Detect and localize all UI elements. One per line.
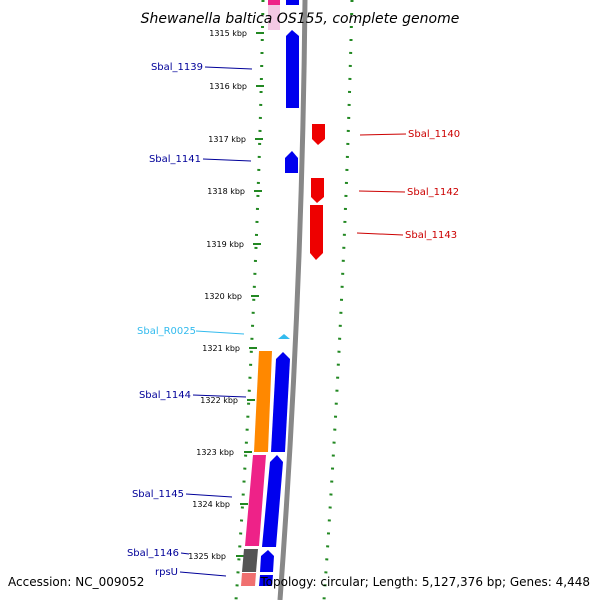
gene-sbal-1139[interactable]	[286, 0, 299, 5]
gene-label-sbal-1142[interactable]: Sbal_1142	[407, 187, 459, 198]
leader-line-rna	[195, 330, 245, 335]
gene-sbal-1146[interactable]	[260, 550, 274, 572]
gene-sbal-1145[interactable]	[262, 455, 283, 547]
tick-label: 1322 kbp	[200, 396, 238, 405]
tick-marks	[236, 32, 264, 557]
leader-line	[185, 493, 233, 498]
leader-line	[192, 394, 247, 398]
gene-sbal-1144[interactable]	[271, 352, 290, 452]
genome-backbone	[277, 0, 308, 600]
map-title: Shewanella baltica OS155, complete genom…	[141, 11, 460, 27]
gene-sbal-r0025[interactable]	[278, 334, 290, 339]
gene-label-sbal-1143[interactable]: Sbal_1143	[405, 230, 457, 241]
tick-label: 1321 kbp	[202, 344, 240, 353]
tick-label: 1315 kbp	[209, 29, 247, 38]
gene-sbal-1140[interactable]	[312, 124, 325, 145]
leader-line	[359, 133, 407, 136]
leader-line	[204, 66, 253, 70]
tick-label: 1316 kbp	[209, 82, 247, 91]
gene-sbal-1142[interactable]	[311, 178, 324, 203]
gene-sbal-1143[interactable]	[310, 205, 323, 260]
inner-dotted-track	[234, 0, 265, 600]
feature-salmon	[241, 573, 256, 586]
left-leader-lines	[179, 66, 253, 577]
tick-label: 1318 kbp	[207, 187, 245, 196]
tick-label: 1325 kbp	[188, 552, 226, 561]
tick-label: 1323 kbp	[196, 448, 234, 457]
tick-label: 1317 kbp	[208, 135, 246, 144]
feature-orange	[254, 351, 272, 452]
gene-label-sbal-1139[interactable]: Sbal_1139	[151, 62, 203, 73]
gene-label-sbal-1141[interactable]: Sbal_1141	[149, 154, 201, 165]
gene-sbal-1141[interactable]	[285, 151, 298, 173]
tick-label: 1319 kbp	[206, 240, 244, 249]
gene-sbal-1139[interactable]	[286, 30, 299, 108]
leader-line	[358, 190, 406, 193]
feature-block-top-pink-edge	[268, 0, 280, 5]
leader-line	[179, 571, 227, 577]
gene-label-sbal-1140[interactable]: Sbal_1140	[408, 129, 460, 140]
accession-text: Accession: NC_009052	[8, 575, 144, 589]
summary-text: Topology: circular; Length: 5,127,376 bp…	[259, 575, 590, 589]
tick-labels: 1315 kbp 1316 kbp 1317 kbp 1318 kbp 1319…	[188, 29, 247, 561]
outer-dotted-track	[322, 0, 354, 600]
tick-label: 1320 kbp	[204, 292, 242, 301]
gene-label-rpsu[interactable]: rpsU	[155, 567, 178, 578]
gene-label-sbal-r0025[interactable]: Sbal_R0025	[137, 326, 196, 337]
gene-label-sbal-1146[interactable]: Sbal_1146	[127, 548, 179, 559]
feature-grey	[242, 549, 258, 572]
gene-label-sbal-1144[interactable]: Sbal_1144	[139, 390, 191, 401]
gene-label-sbal-1145[interactable]: Sbal_1145	[132, 489, 184, 500]
tick-label: 1324 kbp	[192, 500, 230, 509]
feature-block-top-pink	[268, 0, 280, 30]
leader-line	[356, 232, 404, 236]
leader-line	[202, 158, 252, 162]
leader-line	[180, 552, 190, 555]
gene-rpsu[interactable]	[259, 575, 273, 586]
right-leader-lines	[356, 133, 407, 236]
feature-pink	[245, 455, 266, 546]
